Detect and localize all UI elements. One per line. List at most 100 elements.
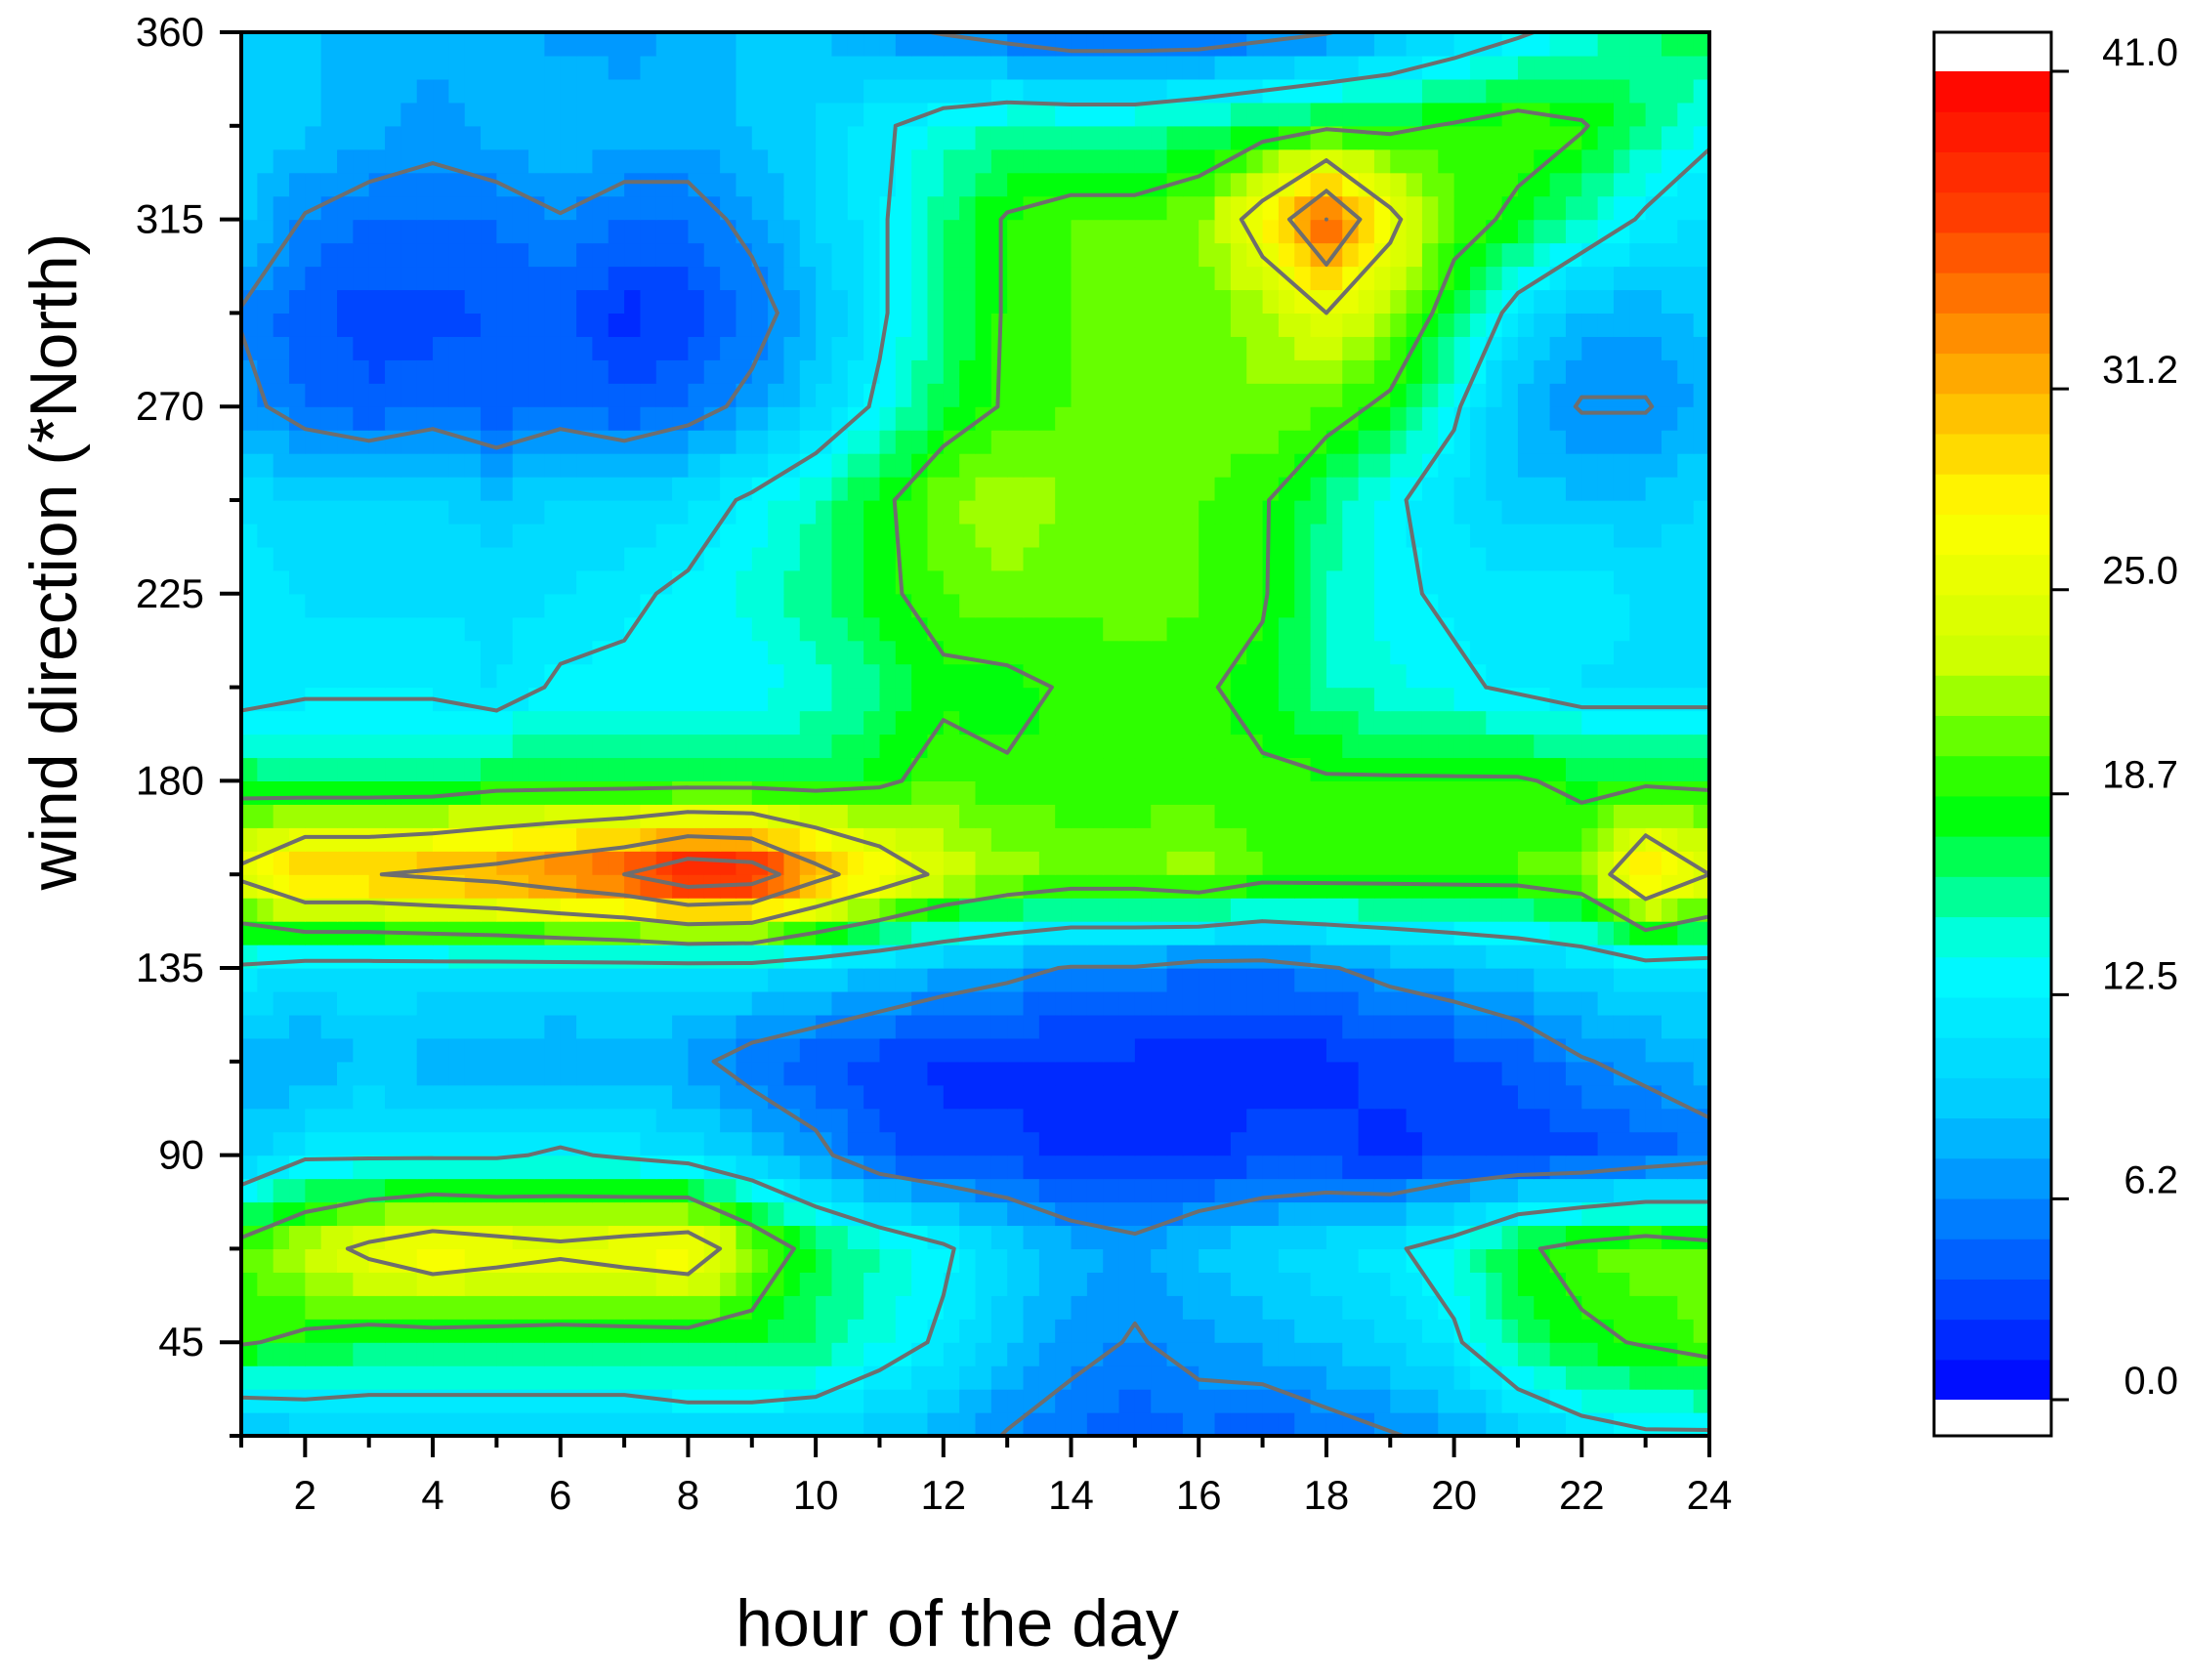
heatmap-cell: [1214, 383, 1232, 407]
heatmap-cell: [257, 1084, 274, 1110]
heatmap-cell: [1199, 1365, 1216, 1390]
heatmap-cell: [1055, 172, 1073, 197]
heatmap-cell: [1151, 1061, 1168, 1086]
heatmap-cell: [1406, 1412, 1423, 1436]
heatmap-cell: [1581, 1319, 1599, 1343]
heatmap-cell: [576, 148, 594, 174]
heatmap-cell: [1469, 1248, 1487, 1273]
heatmap-cell: [1421, 1131, 1439, 1156]
heatmap-cell: [863, 1319, 881, 1343]
heatmap-cell: [1373, 945, 1391, 969]
heatmap-cell: [528, 640, 546, 665]
heatmap-cell: [640, 523, 657, 548]
heatmap-cell: [1294, 1037, 1312, 1063]
heatmap-cell: [863, 616, 881, 642]
heatmap-cell: [576, 804, 594, 828]
heatmap-cell: [592, 734, 610, 759]
heatmap-cell: [863, 1178, 881, 1203]
heatmap-cell: [911, 546, 929, 571]
heatmap-cell: [1230, 266, 1247, 291]
heatmap-cell: [1406, 898, 1423, 922]
heatmap-cell: [1406, 406, 1423, 431]
heatmap-cell: [1677, 1389, 1695, 1413]
heatmap-cell: [1310, 336, 1327, 360]
heatmap-cell: [1597, 1201, 1615, 1227]
heatmap-cell: [927, 968, 945, 992]
heatmap-cell: [1597, 990, 1615, 1016]
heatmap-cell: [385, 1201, 401, 1227]
heatmap-cell: [1230, 616, 1247, 642]
heatmap-cell: [1358, 242, 1375, 268]
heatmap-cell: [959, 734, 977, 759]
heatmap-cell: [895, 640, 912, 665]
heatmap-cell: [257, 569, 274, 595]
heatmap-cell: [257, 1389, 274, 1413]
heatmap-cell: [1182, 406, 1199, 431]
heatmap-cell: [368, 1014, 386, 1039]
heatmap-cell: [385, 336, 401, 360]
heatmap-cell: [400, 663, 418, 689]
heatmap-cell: [416, 1319, 434, 1343]
heatmap-cell: [751, 640, 769, 665]
heatmap-cell: [368, 523, 386, 548]
heatmap-cell: [1294, 687, 1312, 712]
heatmap-cell: [1342, 1155, 1360, 1180]
heatmap-cell: [751, 1061, 769, 1086]
heatmap-cell: [353, 1061, 370, 1086]
heatmap-cell: [1517, 313, 1535, 337]
heatmap-cell: [1358, 945, 1375, 969]
heatmap-cell: [576, 1155, 594, 1180]
heatmap-cell: [1023, 1155, 1040, 1180]
heatmap-cell: [528, 710, 546, 735]
heatmap-cell: [576, 734, 594, 759]
heatmap-cell: [1517, 687, 1535, 712]
heatmap-cell: [879, 804, 897, 828]
heatmap-cell: [783, 1084, 801, 1110]
heatmap-cell: [927, 1037, 945, 1063]
heatmap-cell: [1453, 430, 1471, 454]
heatmap-cell: [783, 406, 801, 431]
heatmap-cell: [1038, 1014, 1056, 1039]
heatmap-cell: [688, 1037, 705, 1063]
heatmap-cell: [1151, 500, 1168, 525]
heatmap-cell: [1517, 1084, 1535, 1110]
heatmap-cell: [400, 219, 418, 244]
heatmap-cell: [703, 1014, 721, 1039]
heatmap-cell: [1645, 1061, 1662, 1086]
heatmap-cell: [1597, 687, 1615, 712]
heatmap-cell: [1534, 851, 1551, 875]
heatmap-cell: [1182, 195, 1199, 221]
heatmap-cell: [1358, 898, 1375, 922]
heatmap-cell: [1214, 945, 1232, 969]
heatmap-cell: [1373, 851, 1391, 875]
heatmap-cell: [1613, 1131, 1630, 1156]
heatmap-cell: [1214, 851, 1232, 875]
heatmap-cell: [1486, 569, 1503, 595]
heatmap-cell: [895, 1131, 912, 1156]
heatmap-cell: [847, 195, 864, 221]
heatmap-cell: [1565, 1178, 1582, 1203]
heatmap-cell: [1199, 1389, 1216, 1413]
heatmap-cell: [1565, 968, 1582, 992]
heatmap-cell: [257, 266, 274, 291]
heatmap-cell: [1613, 546, 1630, 571]
heatmap-cell: [1134, 1248, 1152, 1273]
heatmap-cell: [385, 1155, 401, 1180]
heatmap-cell: [1055, 921, 1073, 945]
heatmap-cell: [1581, 968, 1599, 992]
heatmap-cell: [831, 1178, 849, 1203]
heatmap-cell: [959, 477, 977, 501]
heatmap-cell: [1071, 593, 1088, 618]
heatmap-cell: [592, 1084, 610, 1110]
heatmap-cell: [608, 477, 625, 501]
heatmap-cell: [943, 1389, 960, 1413]
heatmap-cell: [816, 219, 833, 244]
heatmap-cell: [1325, 266, 1343, 291]
heatmap-cell: [305, 219, 322, 244]
heatmap-cell: [1534, 593, 1551, 618]
heatmap-cell: [353, 1014, 370, 1039]
heatmap-cell: [1629, 383, 1647, 407]
heatmap-cell: [1325, 968, 1343, 992]
heatmap-cell: [1230, 1342, 1247, 1366]
heatmap-cell: [448, 1319, 466, 1343]
